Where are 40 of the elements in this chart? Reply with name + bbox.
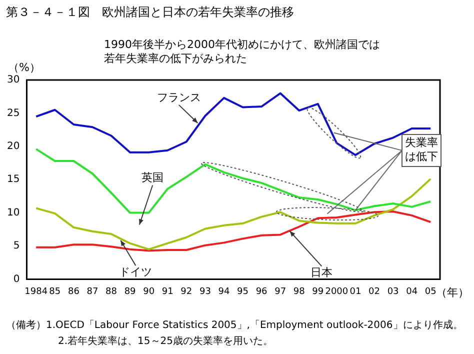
series-label: ドイツ [119,265,152,278]
annotation: 失業率は低下 [405,136,438,163]
x-tick-label: 95 [237,286,248,297]
y-tick-label: 25 [6,108,20,119]
x-tick-label: 92 [180,286,192,297]
x-tick-label: 89 [124,286,136,297]
series-label: 英国 [142,171,164,184]
chart-subtitle: 1990年後半から2000年代初めにかけて、欧州諸国では若年失業率の低下がみられた [104,38,381,66]
x-tick-label: 94 [218,286,230,297]
x-tick-label: 87 [86,286,98,297]
x-tick-label: 90 [143,286,155,297]
y-tick-label: 20 [6,140,20,152]
x-tick-label: 03 [387,286,399,297]
x-tick-label: 97 [274,286,286,297]
y-tick-label: 0 [13,274,20,285]
x-tick-label: 91 [162,286,174,297]
x-tick-label: 93 [199,286,211,297]
x-tick-label: 04 [406,286,418,297]
x-tick-label: 05 [424,286,436,297]
y-tick-label: 5 [13,240,20,252]
x-tick-label: 1984 [24,286,48,297]
x-axis-title: （年） [436,286,469,300]
y-tick-label: 15 [6,174,20,186]
y-axis-title: （%） [8,60,40,75]
chart-title: 第３－４－１図 欧州諸国と日本の若年失業率の推移 [6,4,294,21]
x-tick-label: 85 [49,286,61,297]
x-tick-label: 99 [312,286,324,297]
x-tick-label: 01 [350,286,362,297]
text: 2.若年失業率は、15～25歳の失業率を用いた。 [58,334,273,348]
x-tick-label: 96 [256,286,268,297]
x-tick-label: 88 [106,286,118,297]
x-tick-label: 2000 [325,286,348,297]
x-tick-label: 86 [68,286,80,297]
x-tick-label: 98 [293,286,306,297]
series-label: フランス [156,90,201,104]
y-tick-label: 10 [6,207,20,218]
y-tick-label: 30 [6,74,20,86]
text: 日本 [310,266,333,280]
text: （備考）1.OECD「Labour Force Statistics 2005」,「Employment outlook-2006」により作成。 [6,318,463,332]
x-tick-label: 02 [368,286,380,297]
